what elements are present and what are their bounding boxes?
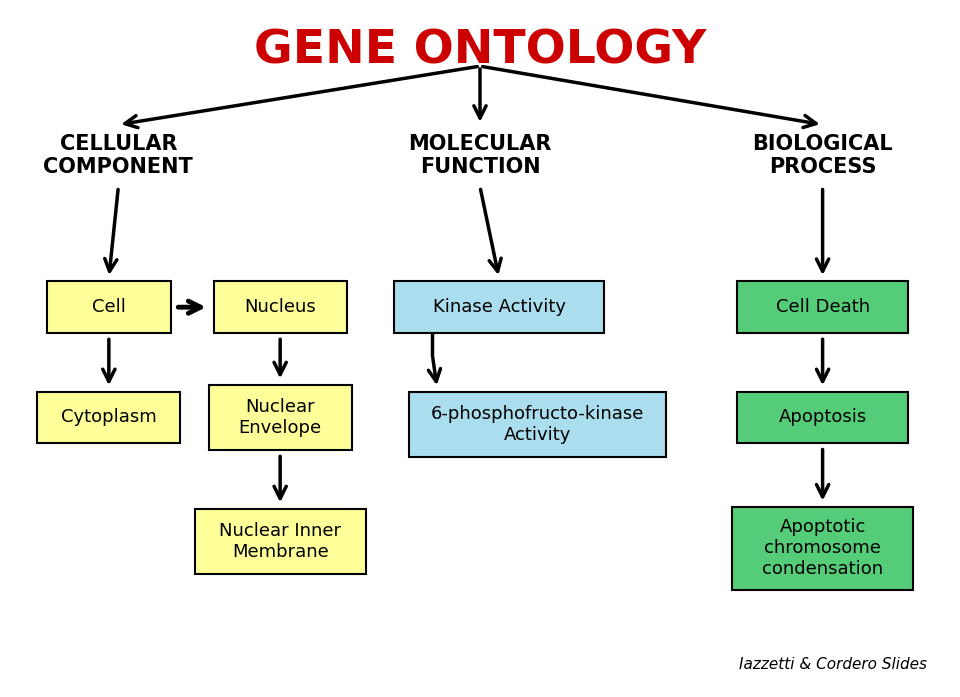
FancyBboxPatch shape: [208, 385, 351, 450]
Text: MOLECULAR
FUNCTION: MOLECULAR FUNCTION: [408, 134, 552, 177]
FancyBboxPatch shape: [395, 282, 604, 333]
FancyBboxPatch shape: [213, 282, 347, 333]
FancyBboxPatch shape: [409, 392, 665, 457]
Text: Apoptotic
chromosome
condensation: Apoptotic chromosome condensation: [762, 519, 883, 578]
FancyBboxPatch shape: [732, 507, 913, 590]
Text: Iazzetti & Cordero Slides: Iazzetti & Cordero Slides: [739, 657, 927, 672]
FancyBboxPatch shape: [47, 282, 171, 333]
Text: Kinase Activity: Kinase Activity: [433, 298, 565, 316]
Text: BIOLOGICAL
PROCESS: BIOLOGICAL PROCESS: [753, 134, 893, 177]
Text: Nuclear Inner
Membrane: Nuclear Inner Membrane: [219, 522, 341, 560]
Text: Nucleus: Nucleus: [244, 298, 316, 316]
FancyBboxPatch shape: [737, 282, 908, 333]
Text: CELLULAR
COMPONENT: CELLULAR COMPONENT: [43, 134, 193, 177]
Text: Nuclear
Envelope: Nuclear Envelope: [239, 398, 322, 437]
Text: Cell Death: Cell Death: [776, 298, 870, 316]
Text: Cell: Cell: [92, 298, 126, 316]
FancyBboxPatch shape: [737, 392, 908, 443]
FancyBboxPatch shape: [195, 509, 366, 574]
Text: GENE ONTOLOGY: GENE ONTOLOGY: [253, 29, 707, 73]
Text: Apoptosis: Apoptosis: [779, 408, 867, 427]
Text: Cytoplasm: Cytoplasm: [61, 408, 156, 427]
FancyBboxPatch shape: [37, 392, 180, 443]
Text: 6-phosphofructo-kinase
Activity: 6-phosphofructo-kinase Activity: [430, 405, 644, 444]
